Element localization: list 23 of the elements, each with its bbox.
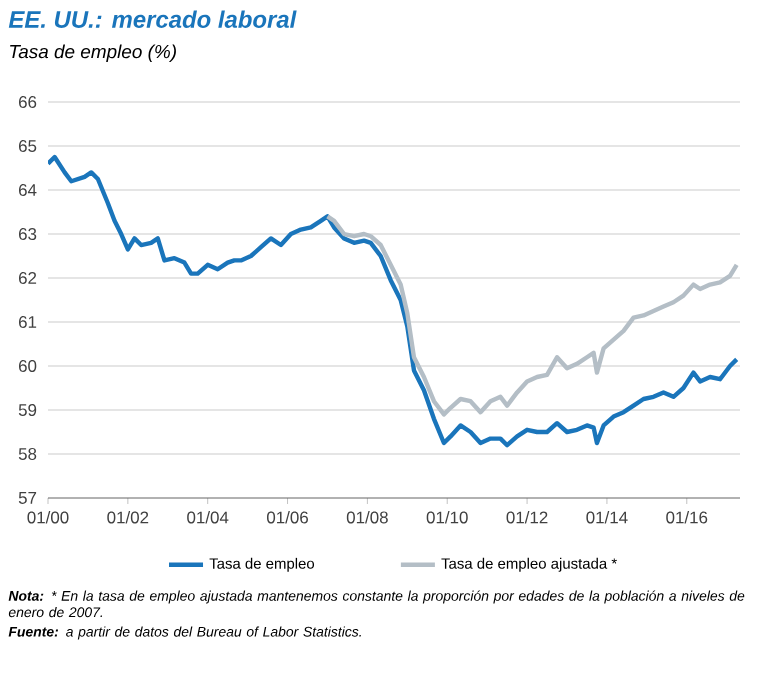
chart-subtitle: Tasa de empleo (%) xyxy=(10,44,176,63)
x-tick-label: 01/00 xyxy=(27,511,69,524)
x-tick-label: 01/02 xyxy=(107,511,149,524)
y-tick-label: 64 xyxy=(19,184,37,196)
x-tick-label: 01/12 xyxy=(506,511,548,524)
line-series xyxy=(325,214,739,417)
x-tick-label: 01/06 xyxy=(267,511,308,524)
x-tick-label: 01/10 xyxy=(426,511,468,524)
x-tick-label: 01/14 xyxy=(586,511,628,524)
x-tick-label: 01/16 xyxy=(666,511,708,524)
chart-title: EE. UU.: mercado laboral xyxy=(8,10,297,28)
y-tick-label: 66 xyxy=(19,96,37,109)
line-series xyxy=(48,154,739,448)
x-tick-label: 01/04 xyxy=(187,511,229,524)
x-tick-label: 01/08 xyxy=(346,511,388,524)
y-tick-label: 57 xyxy=(18,492,37,504)
y-tick-label: 61 xyxy=(19,316,37,328)
y-tick-label: 59 xyxy=(18,404,37,416)
y-tick-label: 62 xyxy=(19,272,37,284)
y-tick-label: 58 xyxy=(18,448,37,460)
y-tick-label: 65 xyxy=(19,140,37,153)
y-tick-label: 60 xyxy=(19,360,37,372)
y-tick-label: 63 xyxy=(19,228,37,240)
